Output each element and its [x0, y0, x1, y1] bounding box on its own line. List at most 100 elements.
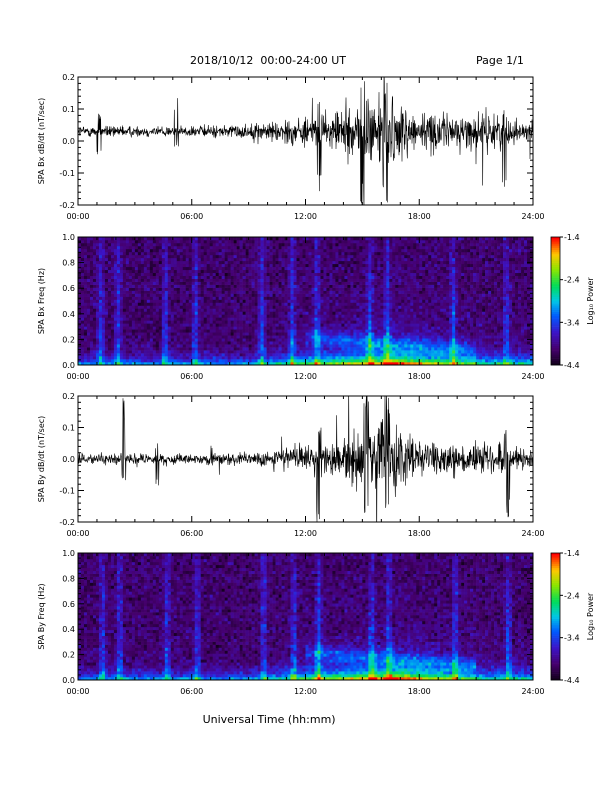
spectrogram-cell	[161, 341, 166, 345]
spectrogram-cell	[290, 299, 294, 303]
spectrogram-cell	[278, 260, 282, 265]
spectrogram-cell	[200, 341, 205, 345]
spectrogram-cell	[182, 266, 187, 271]
spectrogram-cell	[377, 293, 381, 297]
spectrogram-cell	[266, 359, 270, 363]
spectrogram-cell	[281, 239, 285, 244]
spectrogram-cell	[236, 269, 240, 274]
spectrogram-cell	[224, 275, 228, 279]
spectrogram-cell	[347, 308, 351, 312]
spectrogram-cell	[344, 254, 348, 259]
spectrogram-cell	[395, 284, 399, 288]
spectrogram-cell	[215, 359, 219, 363]
spectrogram-cell	[197, 317, 202, 321]
spectrogram-cell	[290, 356, 294, 360]
spectrogram-cell	[170, 299, 175, 303]
spectrogram-cell	[182, 299, 187, 303]
spectrogram-cell	[287, 353, 291, 357]
spectrogram-cell	[146, 305, 151, 309]
spectrogram-cell	[359, 308, 363, 312]
spectrogram-cell	[239, 338, 243, 342]
spectrogram-cell	[167, 242, 172, 247]
spectrogram-cell	[275, 347, 279, 351]
spectrogram-cell	[389, 359, 393, 363]
spectrogram-cell	[116, 242, 121, 247]
spectrogram-cell	[206, 344, 211, 348]
spectrogram-cell	[254, 347, 258, 351]
spectrogram-cell	[308, 347, 312, 351]
spectrogram-cell	[317, 299, 321, 303]
spectrogram-cell	[320, 275, 324, 279]
spectrogram-cell	[365, 302, 369, 306]
spectrogram-cell	[254, 290, 258, 294]
spectrogram-cell	[107, 263, 112, 268]
spectrogram-cell	[257, 266, 261, 271]
spectrogram-cell	[368, 296, 372, 300]
spectrogram-cell	[104, 314, 109, 318]
spectrogram-cell	[197, 293, 202, 297]
spectrogram-cell	[383, 284, 387, 288]
spectrogram-cell	[191, 320, 196, 324]
spectrogram-cell	[407, 257, 411, 262]
spectrogram-cell	[275, 356, 279, 360]
spectrogram-cell	[233, 260, 237, 265]
spectrogram-cell	[140, 341, 145, 345]
spectrogram-cell	[242, 263, 246, 268]
spectrogram-cell	[272, 359, 276, 363]
spectrogram-cell	[92, 237, 97, 241]
spectrogram-cell	[362, 287, 366, 291]
spectrogram-cell	[335, 329, 339, 333]
spectrogram-cell	[410, 272, 414, 276]
spectrogram-cell	[131, 305, 136, 309]
spectrogram-cell	[266, 350, 270, 354]
spectrogram-cell	[251, 362, 255, 366]
spectrogram-cell	[341, 269, 345, 274]
spectrogram-cell	[254, 329, 258, 333]
spectrogram-cell	[143, 237, 148, 241]
spectrogram-cell	[143, 329, 148, 333]
spectrogram-cell	[299, 281, 303, 285]
spectrogram-cell	[78, 311, 82, 315]
spectrogram-cell	[335, 341, 339, 345]
spectrogram-cell	[92, 254, 97, 259]
spectrogram-cell	[149, 237, 154, 241]
spectrogram-cell	[224, 290, 228, 294]
spectrogram-cell	[383, 323, 387, 327]
spectrogram-cell	[329, 257, 333, 262]
spectrogram-cell	[203, 359, 208, 363]
spectrogram-cell	[407, 254, 411, 259]
spectrogram-cell	[308, 272, 312, 276]
spectrogram-cell	[128, 359, 133, 363]
spectrogram-cell	[323, 311, 327, 315]
spectrogram-cell	[317, 332, 321, 336]
spectrogram-cell	[242, 269, 246, 274]
spectrogram-cell	[128, 242, 133, 247]
spectrogram-cell	[218, 281, 222, 285]
spectrogram-cell	[164, 341, 169, 345]
spectrogram-cell	[389, 347, 393, 351]
spectrogram-cell	[128, 347, 133, 351]
spectrogram-cell	[152, 314, 157, 318]
spectrogram-cell	[194, 344, 199, 348]
spectrogram-cell	[284, 347, 288, 351]
spectrogram-cell	[176, 281, 181, 285]
spectrogram-cell	[239, 359, 243, 363]
spectrogram-cell	[365, 359, 369, 363]
spectrogram-cell	[152, 269, 157, 274]
spectrogram-cell	[236, 338, 240, 342]
spectrogram-cell	[215, 308, 219, 312]
spectrogram-cell	[362, 311, 366, 315]
spectrogram-cell	[335, 350, 339, 354]
spectrogram-cell	[125, 290, 130, 294]
spectrogram-cell	[125, 287, 130, 291]
spectrogram-cell	[155, 329, 160, 333]
spectrogram-cell	[311, 254, 315, 259]
spectrogram-cell	[365, 353, 369, 357]
spectrogram-cell	[350, 237, 354, 241]
spectrogram-cell	[290, 350, 294, 354]
spectrogram-cell	[368, 308, 372, 312]
spectrogram-cell	[344, 272, 348, 276]
spectrogram-cell	[356, 362, 360, 366]
spectrogram-cell	[203, 296, 208, 300]
spectrogram-cell	[221, 308, 225, 312]
